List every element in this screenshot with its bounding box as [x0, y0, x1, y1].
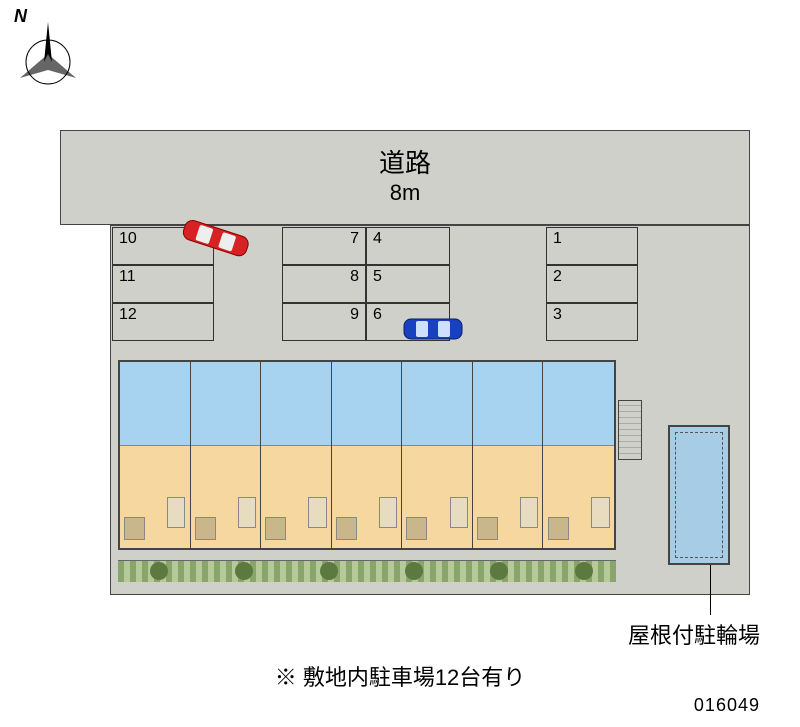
bicycle-shed	[668, 425, 730, 565]
unit-bathroom	[402, 362, 472, 446]
parking-slot: 5	[366, 265, 450, 303]
parking-slot: 11	[112, 265, 214, 303]
apartment-unit	[120, 362, 191, 548]
unit-bathroom	[473, 362, 543, 446]
bed-icon	[450, 497, 468, 528]
bed-icon	[238, 497, 256, 528]
staircase	[618, 400, 642, 460]
apartment-unit	[191, 362, 262, 548]
compass: N	[14, 18, 82, 86]
desk-icon	[195, 517, 216, 540]
tree-icon	[490, 562, 508, 580]
bed-icon	[520, 497, 538, 528]
parking-slot: 12	[112, 303, 214, 341]
bed-icon	[167, 497, 185, 528]
tree-icon	[405, 562, 423, 580]
parking-note: ※ 敷地内駐車場12台有り	[0, 660, 800, 692]
tree-icon	[150, 562, 168, 580]
car-blue	[402, 315, 464, 348]
unit-room	[261, 446, 331, 548]
unit-room	[120, 446, 190, 548]
tree-icon	[320, 562, 338, 580]
apartment-building	[118, 360, 616, 550]
desk-icon	[477, 517, 498, 540]
road-width: 8m	[61, 180, 749, 206]
drawing-id: 016049	[694, 695, 760, 716]
unit-bathroom	[261, 362, 331, 446]
parking-slot: 4	[366, 227, 450, 265]
unit-bathroom	[543, 362, 614, 446]
road-label: 道路	[61, 143, 749, 180]
unit-bathroom	[332, 362, 402, 446]
desk-icon	[265, 517, 286, 540]
desk-icon	[406, 517, 427, 540]
parking-slot: 9	[282, 303, 366, 341]
desk-icon	[124, 517, 145, 540]
compass-letter: N	[14, 6, 27, 27]
apartment-unit	[543, 362, 614, 548]
parking-slot: 1	[546, 227, 638, 265]
lawn-strip	[118, 560, 616, 582]
parking-slot: 8	[282, 265, 366, 303]
unit-bathroom	[120, 362, 190, 446]
apartment-unit	[332, 362, 403, 548]
unit-room	[402, 446, 472, 548]
unit-room	[191, 446, 261, 548]
parking-slot: 2	[546, 265, 638, 303]
unit-room	[332, 446, 402, 548]
apartment-unit	[261, 362, 332, 548]
tree-icon	[235, 562, 253, 580]
tree-icon	[575, 562, 593, 580]
unit-bathroom	[191, 362, 261, 446]
desk-icon	[336, 517, 357, 540]
apartment-unit	[473, 362, 544, 548]
bed-icon	[308, 497, 326, 528]
callout-line	[710, 565, 711, 615]
unit-room	[543, 446, 614, 548]
bed-icon	[379, 497, 397, 528]
unit-room	[473, 446, 543, 548]
apartment-unit	[402, 362, 473, 548]
parking-slot: 3	[546, 303, 638, 341]
bed-icon	[591, 497, 609, 528]
bicycle-shed-label: 屋根付駐輪場	[628, 618, 760, 650]
road: 道路 8m	[60, 130, 750, 225]
parking-slot: 7	[282, 227, 366, 265]
desk-icon	[548, 517, 569, 540]
